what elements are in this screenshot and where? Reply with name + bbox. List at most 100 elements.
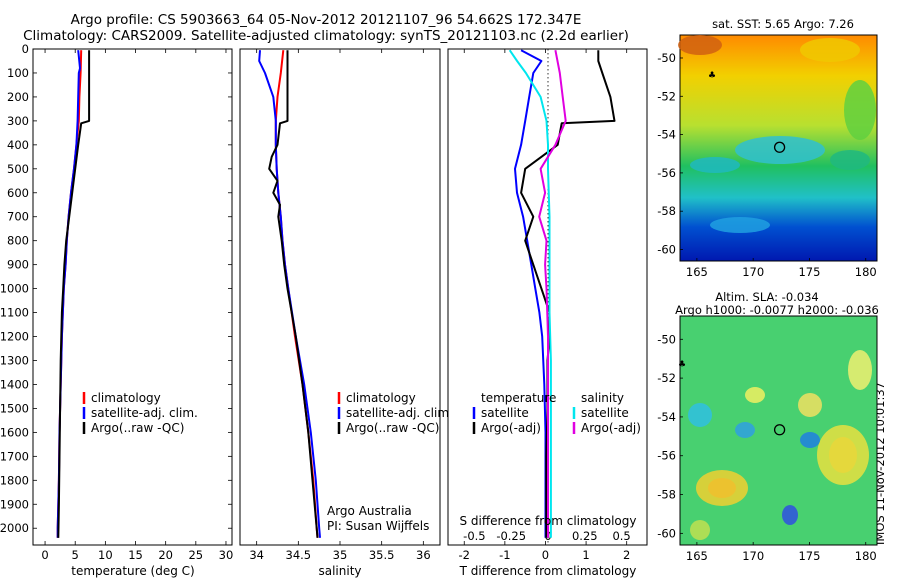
x-tick-label: 10	[98, 548, 113, 562]
x-tick-label: 0	[41, 548, 48, 562]
salinity-x-axis: 34 34.5 35 35.5 36	[249, 49, 431, 562]
salinity-xlabel: salinity	[318, 564, 361, 578]
depth-tick-label: 1800	[0, 473, 29, 487]
map-y-tick-label: -60	[657, 243, 676, 257]
sst-map-axes: 165 170 175 180 -50 -52 -54 -56 -58 -60	[657, 51, 877, 279]
map-x-tick-label: 175	[798, 265, 820, 279]
salinity-lines	[258, 50, 321, 538]
salinity-panel: 34 34.5 35 35.5 36 salinity climatology sate…	[239, 48, 453, 578]
series-line-argo-raw-qc-	[268, 50, 319, 538]
difference-x-axis: -2 -1 0 1 2	[459, 49, 630, 562]
depth-tick-label: 1000	[0, 282, 29, 296]
heatmap-patch	[690, 520, 710, 540]
difference-s-axis: -0.5 -0.25 0 0.25 0.5	[463, 529, 631, 543]
heatmap-patch	[830, 150, 870, 170]
legend-tsat: satellite	[481, 406, 529, 420]
legend-temperature-title: temperature	[481, 391, 556, 405]
series-line-temperature-satellite	[514, 49, 547, 538]
sst-coast-mark: ♣	[708, 71, 716, 81]
heatmap-patch	[848, 350, 872, 390]
heatmap-patch	[735, 136, 825, 164]
salinity-note-line2: PI: Susan Wijffels	[327, 519, 429, 533]
x-tick-label: 35	[333, 548, 348, 562]
figure-title-line1: Argo profile: CS 5903663_64 05-Nov-2012 …	[70, 12, 582, 28]
salinity-axes-box	[239, 48, 441, 546]
depth-tick-label: 600	[7, 186, 29, 200]
salinity-legend-argo: Argo(..raw -QC)	[346, 421, 439, 435]
heatmap-patch	[710, 217, 770, 233]
depth-tick-label: 500	[7, 162, 29, 176]
salinity-legend-clim: climatology	[346, 391, 416, 405]
heatmap-patch	[688, 403, 712, 427]
sla-map-axes: 165 170 175 180 -50 -52 -54 -56 -58 -60	[657, 332, 877, 563]
x-tick-label: 1	[582, 548, 589, 562]
s-tick-label: -0.25	[496, 529, 526, 543]
temperature-x-axis: 0 5 10 15 20 25 30	[41, 49, 233, 562]
depth-tick-label: 1600	[0, 425, 29, 439]
temperature-panel: 0100200300400500600700800900100011001200…	[0, 42, 647, 578]
depth-tick-label: 1400	[0, 377, 29, 391]
map-y-tick-label: -58	[657, 488, 676, 502]
map-x-tick-label: 170	[742, 265, 764, 279]
heatmap-patch	[745, 387, 765, 403]
depth-tick-label: 300	[7, 114, 29, 128]
sst-map-title: sat. SST: 5.65 Argo: 7.26	[712, 17, 854, 31]
map-x-tick-label: 180	[855, 265, 877, 279]
temperature-xlabel: temperature (deg C)	[71, 564, 194, 578]
legend-targo: Argo(-adj)	[481, 421, 541, 435]
map-x-tick-label: 175	[798, 549, 820, 563]
temperature-legend: climatology satellite-adj. clim. Argo(..…	[82, 391, 198, 435]
map-y-tick-label: -52	[657, 89, 676, 103]
heatmap-patch	[735, 422, 755, 438]
figure-title-line2: Climatology: CARS2009. Satellite-adjuste…	[23, 28, 629, 44]
t-difference-label: T difference from climatology	[459, 564, 637, 578]
depth-tick-label: 200	[7, 90, 29, 104]
depth-tick-label: 1300	[0, 353, 29, 367]
difference-legend: temperature satellite Argo(-adj) salinit…	[472, 391, 641, 435]
s-tick-label: -0.5	[463, 529, 485, 543]
heatmap-patch	[782, 505, 798, 525]
sst-heatmap-blobs	[678, 35, 876, 233]
depth-tick-label: 1500	[0, 401, 29, 415]
x-tick-label: -1	[499, 548, 510, 562]
heatmap-patch	[690, 157, 740, 173]
temperature-legend-clim: climatology	[91, 391, 161, 405]
heatmap-patch	[678, 35, 722, 55]
temperature-legend-sat: satellite-adj. clim.	[91, 406, 198, 420]
s-tick-label: 0.25	[572, 529, 598, 543]
x-tick-label: 35.5	[369, 548, 395, 562]
temperature-axes-box	[32, 48, 233, 546]
sla-coast-mark: ♣	[678, 360, 686, 370]
series-line-salinity-argo-adj-	[538, 50, 567, 538]
x-tick-label: 34.5	[286, 548, 312, 562]
sla-map-title: Altim. SLA: -0.034	[715, 290, 819, 304]
depth-tick-label: 700	[7, 210, 29, 224]
depth-tick-label: 1100	[0, 306, 29, 320]
sst-map-panel: 165 170 175 180 -50 -52 -54 -56 -58 -60 ♣	[657, 34, 878, 279]
x-tick-label: 30	[219, 548, 234, 562]
depth-tick-label: 1700	[0, 449, 29, 463]
map-y-tick-label: -54	[657, 128, 676, 142]
x-tick-label: 2	[623, 548, 630, 562]
s-difference-label: S difference from climatology	[460, 514, 637, 528]
map-x-tick-label: 165	[686, 549, 708, 563]
map-x-tick-label: 180	[855, 549, 877, 563]
salinity-note-line1: Argo Australia	[327, 504, 412, 518]
depth-tick-label: 0	[22, 42, 29, 56]
map-x-tick-label: 170	[742, 549, 764, 563]
depth-tick-label: 800	[7, 234, 29, 248]
heatmap-patch	[800, 38, 860, 62]
x-tick-label: 34	[249, 548, 264, 562]
s-tick-label: 0.5	[612, 529, 630, 543]
series-line-argo-raw-qc-	[57, 50, 91, 538]
sla-map-title2: Argo h1000: -0.0077 h2000: -0.036	[675, 303, 879, 317]
x-tick-label: -2	[459, 548, 470, 562]
depth-tick-label: 2000	[0, 521, 29, 535]
heatmap-patch	[844, 80, 876, 140]
difference-lines	[508, 49, 616, 538]
map-y-tick-label: -58	[657, 204, 676, 218]
series-line-salinity-satellite	[508, 49, 552, 538]
map-y-tick-label: -50	[657, 51, 676, 65]
depth-tick-label: 100	[7, 66, 29, 80]
temperature-legend-argo: Argo(..raw -QC)	[91, 421, 184, 435]
